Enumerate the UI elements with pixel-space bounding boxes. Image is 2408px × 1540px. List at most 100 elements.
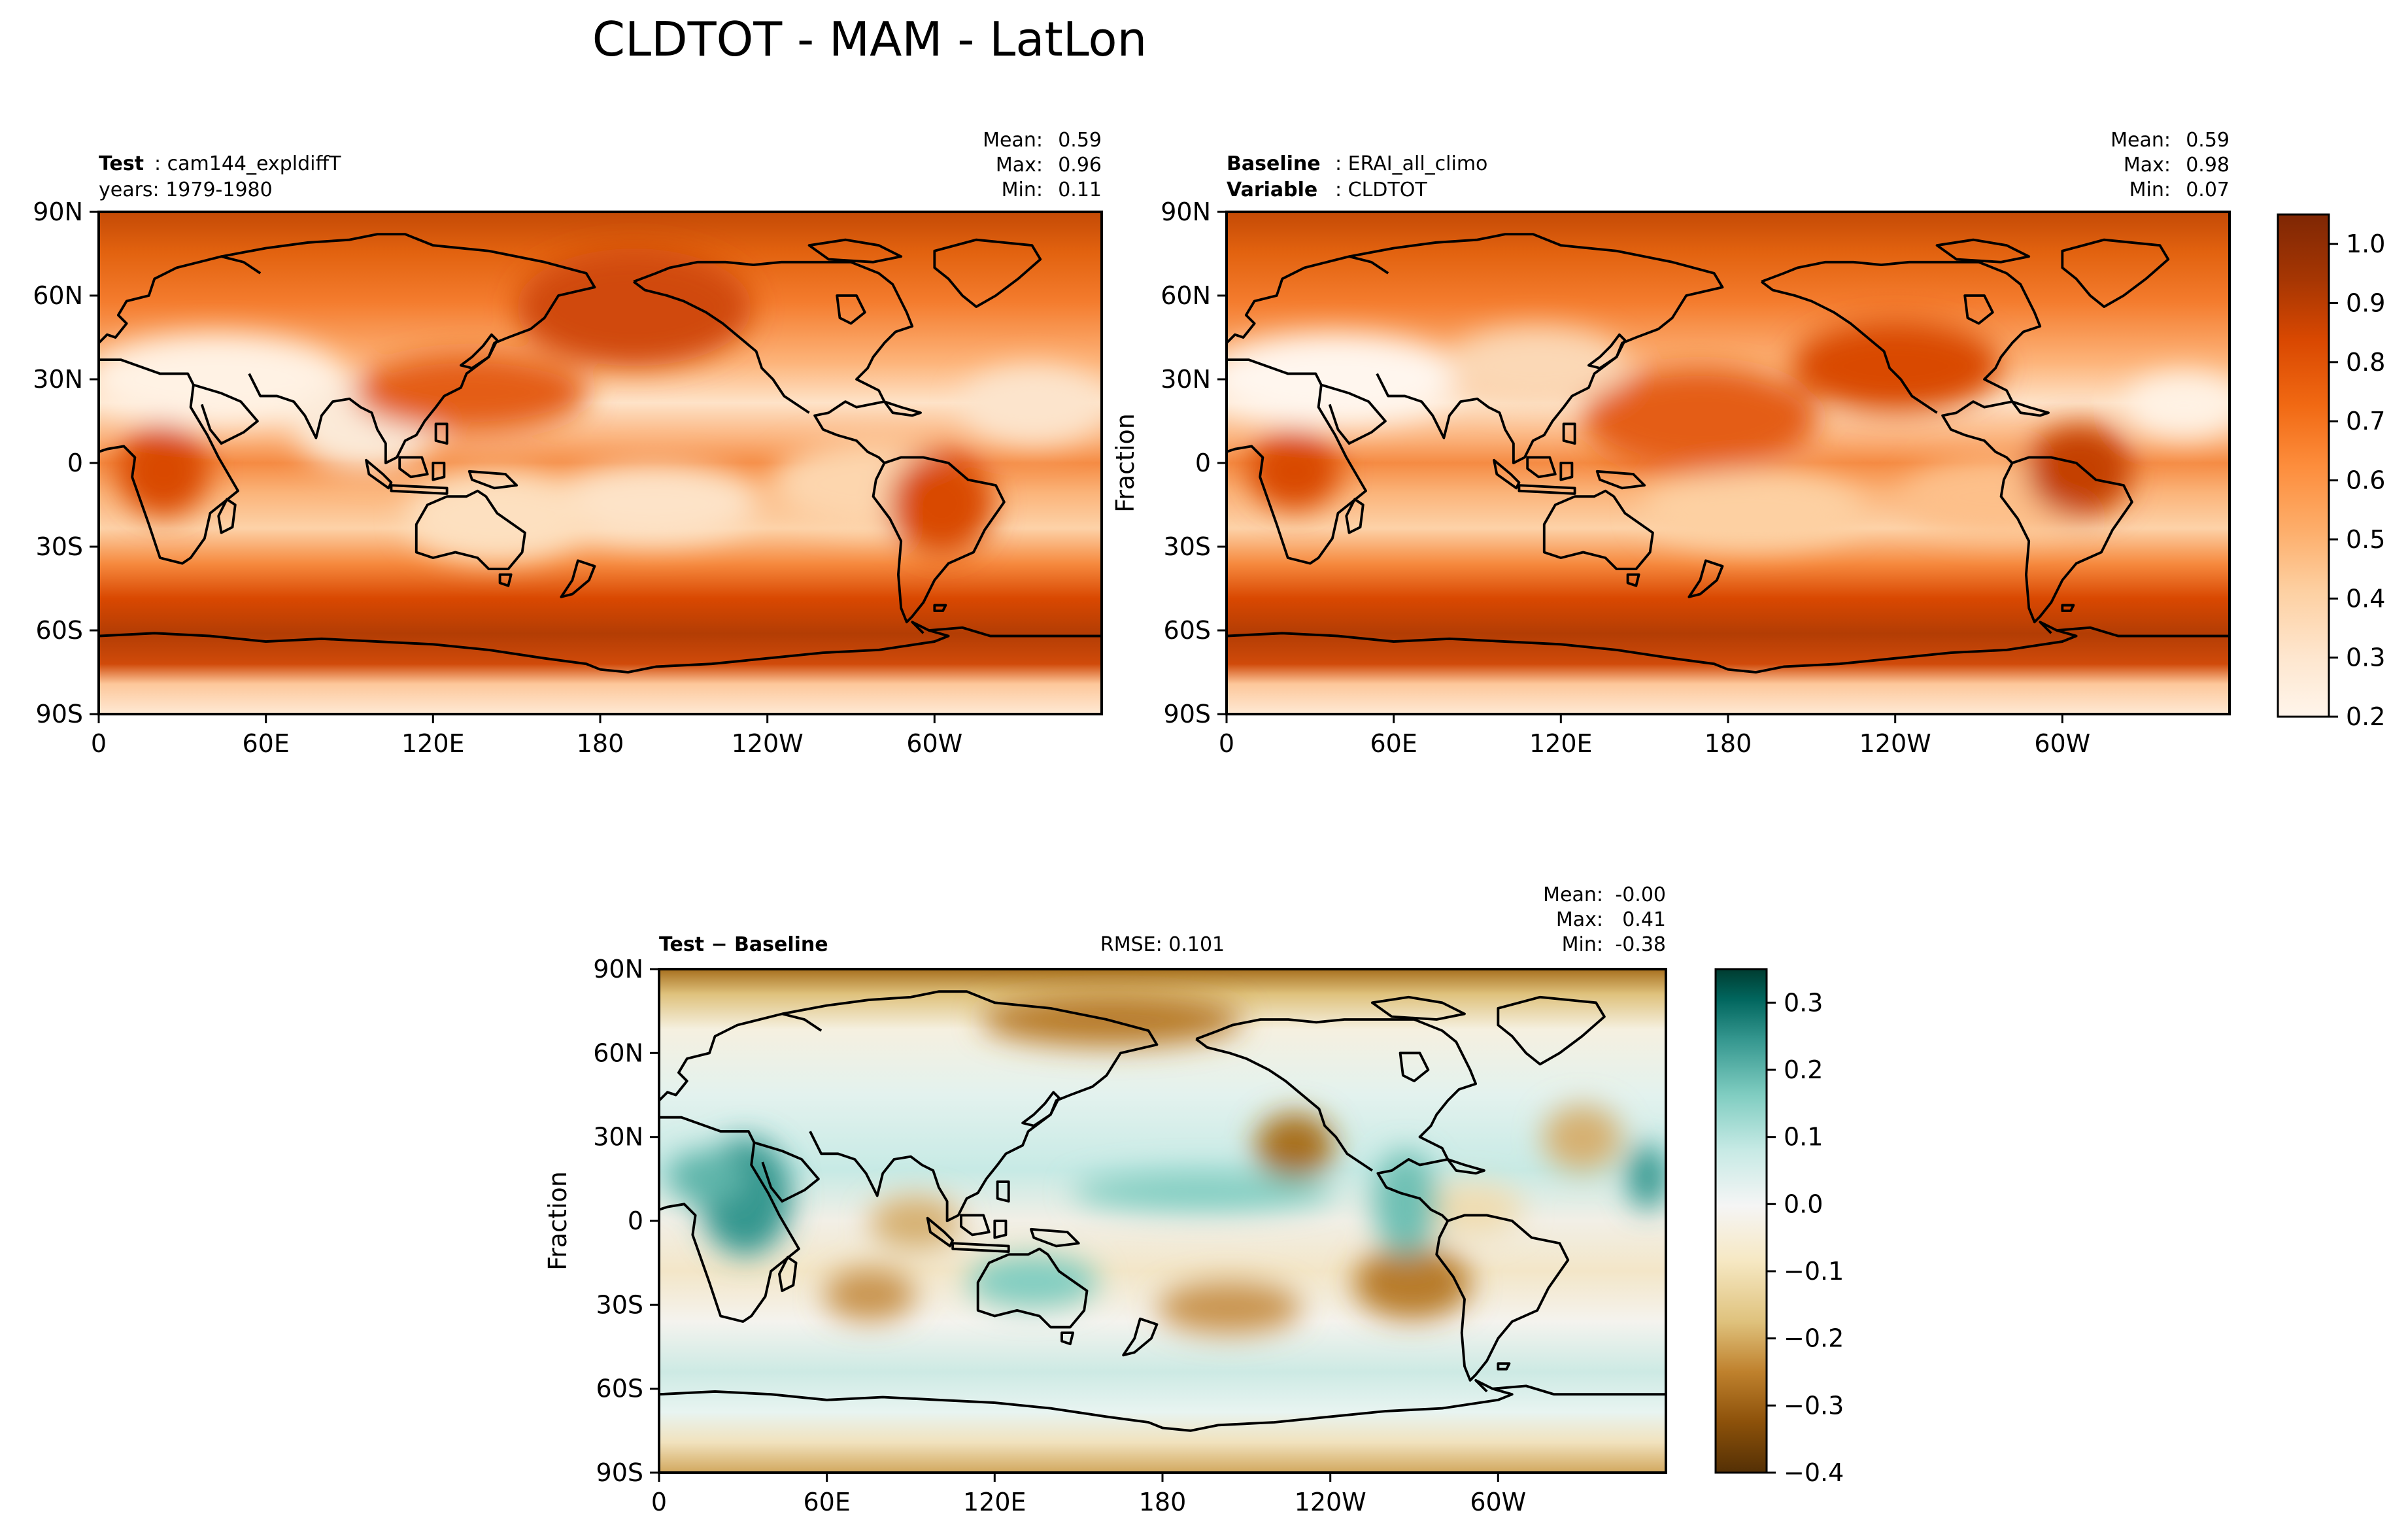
baseline-stat-label-mean: Mean:: [2111, 129, 2171, 152]
baseline-xtick-label: 180: [1704, 729, 1752, 758]
difference-xtick-label: 120W: [1295, 1488, 1366, 1516]
difference-colorbar: −0.4 −0.3 −0.2 −0.1 0.0 0.1 0.2 0.3: [1714, 968, 1844, 1487]
test-ytick-label: 60N: [33, 281, 83, 310]
test-xtick-label: 120W: [732, 729, 804, 758]
difference-xtick-label: 0: [651, 1488, 667, 1516]
test-title-value: : cam144_expldiffT: [154, 152, 341, 175]
test-ytick-label: 0: [67, 449, 83, 477]
difference-heatmap: [659, 969, 1666, 1473]
baseline-variable-value: : CLDTOT: [1335, 179, 1427, 201]
difference-title: Test − Baseline: [659, 933, 828, 956]
difference-ytick-label: 90N: [593, 955, 643, 984]
test-panel: Test : cam144_expldiffT years: 1979-1980…: [33, 129, 1103, 758]
baseline-ylabel: Fraction: [1111, 413, 1140, 513]
baseline-variable-label: Variable: [1227, 179, 1317, 201]
difference-stat-value-max: 0.41: [1622, 908, 1666, 931]
difference-colorbar-tick-label: −0.1: [1784, 1257, 1844, 1286]
difference-ytick-label: 30S: [596, 1290, 643, 1319]
difference-xtick-label: 120E: [963, 1488, 1026, 1516]
test-stat-label-max: Max:: [996, 154, 1043, 177]
test-yticks: 90N 60N 30N 0 30S 60S 90S: [33, 197, 99, 728]
baseline-xtick-label: 60W: [2034, 729, 2090, 758]
baseline-ytick-label: 60N: [1161, 281, 1211, 310]
test-ytick-label: 30S: [36, 532, 83, 561]
difference-colorbar-tick-label: 0.3: [1784, 988, 1823, 1017]
test-ytick-label: 90S: [36, 700, 83, 728]
test-stat-value-min: 0.11: [1058, 179, 1102, 201]
difference-ytick-label: 60S: [596, 1375, 643, 1403]
test-xtick-label: 180: [577, 729, 624, 758]
test-xtick-label: 60E: [243, 729, 290, 758]
test-years: years: 1979-1980: [99, 179, 273, 201]
difference-stat-label-max: Max:: [1556, 908, 1603, 931]
difference-ytick-label: 30N: [593, 1123, 643, 1152]
difference-xticks: 0 60E 120E 180 120W 60W: [651, 1473, 1526, 1516]
baseline-panel: Baseline : ERAI_all_climo Variable : CLD…: [1111, 129, 2231, 758]
difference-yticks: 90N 60N 30N 0 30S 60S 90S: [593, 955, 659, 1487]
test-ytick-label: 90N: [33, 197, 83, 226]
top-colorbar-tick-label: 1.0: [2346, 230, 2385, 258]
test-stat-label-min: Min:: [1002, 179, 1043, 201]
difference-stat-value-mean: -0.00: [1615, 883, 1666, 906]
test-title-label: Test: [99, 152, 144, 175]
test-stat-value-max: 0.96: [1058, 154, 1102, 177]
baseline-ytick-label: 0: [1195, 449, 1211, 477]
test-xtick-label: 0: [91, 729, 107, 758]
difference-ylabel: Fraction: [543, 1171, 572, 1271]
top-colorbar-ticks: 0.2 0.3 0.4 0.5 0.6 0.7 0.8 0.9 1.0: [2329, 230, 2385, 731]
baseline-title-value: : ERAI_all_climo: [1335, 152, 1487, 175]
baseline-xtick-label: 120W: [1859, 729, 1931, 758]
baseline-yticks: 90N 60N 30N 0 30S 60S 90S: [1161, 197, 1227, 728]
test-stat-label-mean: Mean:: [983, 129, 1043, 152]
baseline-xtick-label: 120E: [1529, 729, 1593, 758]
test-heatmap: [99, 212, 1102, 714]
top-colorbar: 0.2 0.3 0.4 0.5 0.6 0.7 0.8 0.9 1.0: [2277, 213, 2385, 731]
baseline-stat-value-max: 0.98: [2186, 154, 2230, 177]
test-stats: Mean: 0.59 Max: 0.96 Min: 0.11: [983, 129, 1102, 201]
difference-stat-label-min: Min:: [1562, 933, 1603, 956]
top-colorbar-tick-label: 0.6: [2346, 466, 2385, 495]
difference-ytick-label: 90S: [596, 1458, 643, 1487]
baseline-stat-label-max: Max:: [2124, 154, 2171, 177]
top-colorbar-tick-label: 0.9: [2346, 289, 2385, 318]
baseline-title-label: Baseline: [1227, 152, 1321, 175]
test-stat-value-mean: 0.59: [1058, 129, 1102, 152]
baseline-stat-value-min: 0.07: [2186, 179, 2230, 201]
difference-ytick-label: 0: [628, 1206, 643, 1235]
difference-colorbar-tick-label: 0.1: [1784, 1123, 1823, 1152]
difference-xtick-label: 60E: [804, 1488, 851, 1516]
top-colorbar-tick-label: 0.8: [2346, 348, 2385, 377]
baseline-stat-label-min: Min:: [2129, 179, 2171, 201]
difference-xtick-label: 180: [1139, 1488, 1187, 1516]
test-ytick-label: 60S: [36, 616, 83, 645]
difference-colorbar-tick-label: −0.3: [1784, 1391, 1844, 1420]
difference-colorbar-ticks: −0.4 −0.3 −0.2 −0.1 0.0 0.1 0.2 0.3: [1767, 988, 1844, 1487]
top-colorbar-tick-label: 0.5: [2346, 525, 2385, 554]
test-ytick-label: 30N: [33, 365, 83, 394]
difference-colorbar-tick-label: 0.2: [1784, 1055, 1823, 1084]
top-colorbar-tick-label: 0.7: [2346, 407, 2385, 436]
difference-xtick-label: 60W: [1470, 1488, 1526, 1516]
difference-stat-label-mean: Mean:: [1543, 883, 1603, 906]
baseline-ytick-label: 30N: [1161, 365, 1211, 394]
test-xticks: 0 60E 120E 180 120W 60W: [91, 714, 962, 758]
baseline-ytick-label: 30S: [1164, 532, 1211, 561]
difference-colorbar-tick-label: −0.4: [1784, 1458, 1844, 1487]
difference-colorbar-tick-label: −0.2: [1784, 1324, 1844, 1353]
baseline-stats: Mean: 0.59 Max: 0.98 Min: 0.07: [2111, 129, 2230, 201]
baseline-ytick-label: 90S: [1164, 700, 1211, 728]
baseline-stat-value-mean: 0.59: [2186, 129, 2230, 152]
difference-colorbar-tick-label: 0.0: [1784, 1189, 1823, 1218]
test-xtick-label: 120E: [401, 729, 465, 758]
baseline-xtick-label: 60E: [1370, 729, 1417, 758]
difference-rmse: RMSE: 0.101: [1100, 933, 1225, 956]
test-xtick-label: 60W: [906, 729, 962, 758]
top-colorbar-tick-label: 0.2: [2346, 702, 2385, 731]
difference-ytick-label: 60N: [593, 1038, 643, 1067]
top-colorbar-tick-label: 0.3: [2346, 643, 2385, 672]
difference-panel: Test − Baseline RMSE: 0.101 Mean: -0.00 …: [543, 883, 1667, 1516]
figure-title: CLDTOT - MAM - LatLon: [592, 12, 1147, 67]
baseline-ytick-label: 90N: [1161, 197, 1211, 226]
baseline-xticks: 0 60E 120E 180 120W 60W: [1219, 714, 2090, 758]
baseline-heatmap: [1227, 212, 2230, 714]
